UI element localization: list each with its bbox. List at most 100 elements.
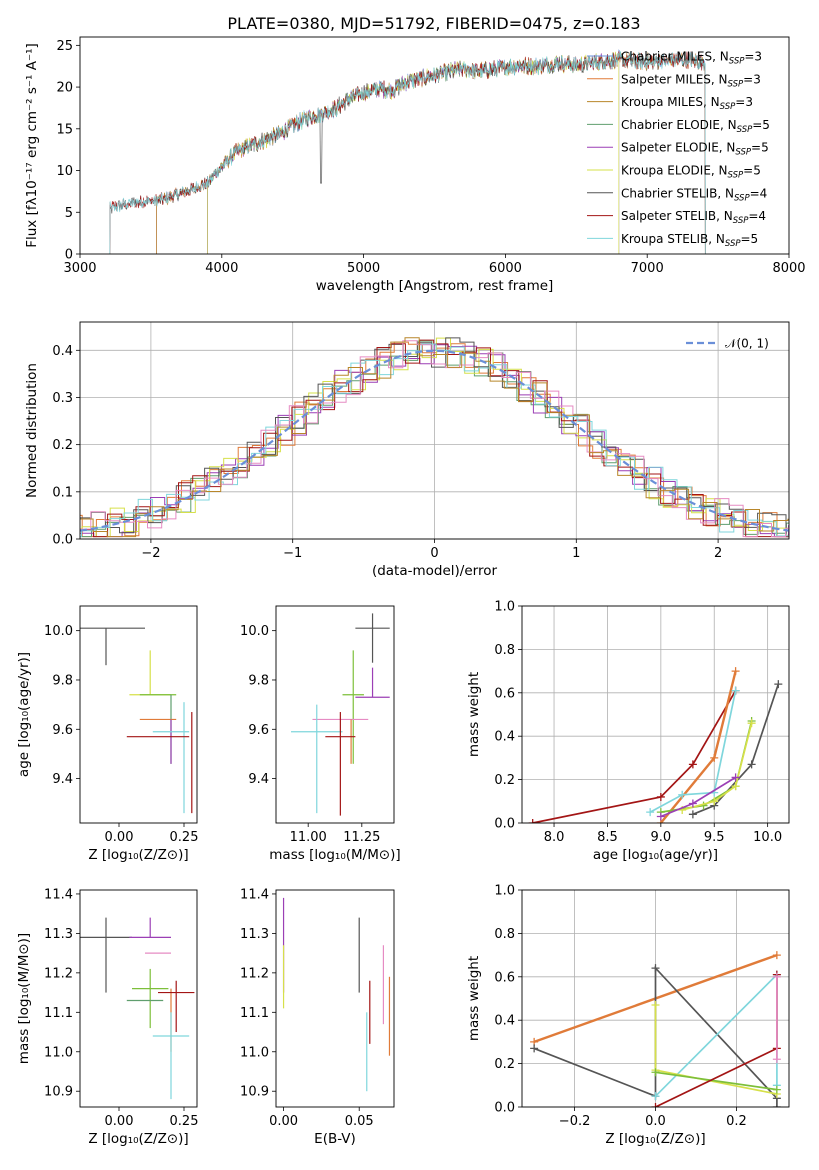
- x-tick-label: 1: [572, 546, 580, 561]
- error-bars: [80, 627, 193, 814]
- grid-lines: [522, 605, 789, 824]
- legend-text: Kroupa MILES, N: [621, 95, 720, 109]
- y-tick-label: 11.2: [44, 966, 73, 981]
- legend-entry: Salpeter ELODIE, NSSP=5: [621, 141, 769, 158]
- mass-z-panel: 0.00 0.25 10.9 11.0 11.1 11.2 11.3 11.4 Z [log₁₀…: [16, 887, 198, 1147]
- legend-text: Salpeter STELIB, N: [621, 209, 733, 223]
- x-tick-label: −0.2: [559, 1114, 591, 1129]
- y-tick-label: 0.8: [494, 643, 515, 658]
- y-tick-label: 0.0: [494, 1101, 515, 1116]
- axes-frame: [79, 889, 198, 1108]
- legend-entry: Salpeter STELIB, NSSP=4: [621, 209, 766, 226]
- weight-marker: [528, 819, 537, 823]
- weight-series-line: [649, 690, 737, 813]
- error-bars: [80, 917, 195, 1100]
- y-tick-label: 11.0: [44, 1045, 73, 1060]
- y-tick-label: 1.0: [494, 884, 515, 899]
- weight-series-line: [681, 722, 753, 811]
- y-tick-label: 15: [56, 122, 73, 137]
- y-tick-label: 1.0: [494, 600, 515, 615]
- error-bar-point: [129, 917, 171, 938]
- weight-marker: [530, 1044, 539, 1053]
- x-tick-label: 0.05: [345, 1114, 374, 1129]
- y-tick-label: 25: [56, 39, 73, 54]
- x-axis-label: (data-model)/error: [372, 563, 498, 579]
- error-bar-point: [291, 704, 343, 814]
- y-tick-label: 0.4: [494, 1014, 515, 1029]
- y-tick-label: 5: [65, 206, 73, 221]
- legend-entry: Salpeter MILES, NSSP=3: [621, 72, 761, 89]
- axes-frame: [79, 605, 198, 824]
- histogram-step: [80, 343, 789, 538]
- residual-panel: −2 −1 0 1 2 0.0 0.1 0.2 0.3 0.4 (data-model)/error…: [24, 321, 790, 579]
- x-axis-label: wavelength [Angstrom, rest frame]: [316, 278, 554, 294]
- y-tick-label: 0.6: [494, 970, 515, 985]
- legend-subscript: SSP: [729, 57, 745, 67]
- error-bar-point: [342, 650, 364, 764]
- y-tick-label: 0.2: [494, 773, 515, 788]
- y-tick-label: 0.2: [52, 438, 73, 453]
- legend-subscript: SSP: [734, 193, 750, 203]
- x-tick-label: 0.25: [170, 830, 199, 845]
- x-tick-label: 9.0: [650, 830, 671, 845]
- weight-marker: [772, 951, 781, 960]
- y-tick-label: 0.6: [494, 686, 515, 701]
- y-tick-label: 11.1: [44, 1006, 73, 1021]
- weight-marker: [688, 760, 697, 769]
- y-tick-label: 10.0: [44, 624, 73, 639]
- y-tick-label: 20: [56, 81, 73, 96]
- weight-marker: [651, 1103, 660, 1107]
- axes-frame: [79, 36, 790, 255]
- y-tick-label: 10.0: [240, 624, 269, 639]
- legend-text: =3: [735, 95, 753, 109]
- y-tick-label: 10.9: [240, 1085, 269, 1100]
- mass-ebv-panel: 0.00 0.05 10.9 11.0 11.1 11.2 11.3 11.4 E(B-V): [240, 887, 395, 1147]
- y-axis-label: Flux [fλ10⁻¹⁷ erg cm⁻² s⁻¹ A⁻¹]: [24, 43, 40, 248]
- error-bars: [282, 897, 391, 1092]
- histogram-step: [80, 339, 789, 538]
- legend-text: Kroupa ELODIE, N: [621, 164, 728, 178]
- weight-marker: [656, 792, 665, 801]
- weight-age-panel: 8.0 8.5 9.0 9.5 10.0 0.0 0.2 0.4 0.6 0.8 1.0 age [l…: [466, 600, 790, 863]
- weight-marker: [772, 1103, 781, 1107]
- legend-text: =5: [741, 232, 759, 246]
- legend-text: =4: [750, 186, 768, 200]
- x-tick-label: 11.00: [290, 830, 327, 845]
- y-tick-label: 0.1: [52, 485, 73, 500]
- x-tick-label: −1: [283, 546, 302, 561]
- weight-marker: [688, 810, 697, 819]
- x-tick-label: 0.25: [170, 1114, 199, 1129]
- weight-marker: [710, 797, 719, 806]
- legend-text: Salpeter ELODIE, N: [621, 141, 735, 155]
- legend-entry: 𝒩(0, 1): [725, 337, 769, 351]
- error-bar-point: [325, 712, 356, 816]
- legend-entry: Kroupa MILES, NSSP=3: [621, 95, 753, 112]
- axes-frame: [521, 605, 790, 824]
- error-bar-point: [132, 968, 169, 1029]
- y-tick-label: 9.8: [248, 673, 269, 688]
- weight-marker: [678, 790, 687, 799]
- x-tick-label: 8.0: [544, 830, 565, 845]
- weight-series-line: [532, 690, 737, 823]
- age-z-panel: 0.00 0.25 9.4 9.6 9.8 10.0 Z [log₁₀(Z/Z⊙)] age …: [16, 605, 199, 863]
- x-tick-label: 0.00: [269, 1114, 298, 1129]
- ticks: −0.2 0.0 0.2 0.0 0.2 0.4 0.6 0.8 1.0: [494, 884, 746, 1130]
- x-tick-label: 7000: [631, 261, 664, 276]
- weight-marker: [772, 1085, 781, 1094]
- y-tick-label: 0.4: [494, 730, 515, 745]
- x-tick-label: 2: [714, 546, 722, 561]
- y-tick-label: 11.4: [44, 887, 73, 902]
- error-bar-point: [355, 613, 390, 663]
- weight-series-line: [655, 1071, 778, 1091]
- axes-frame: [275, 889, 395, 1108]
- legend-subscript: SSP: [737, 125, 753, 135]
- histogram-step: [80, 337, 789, 538]
- legend-text: =3: [743, 72, 761, 86]
- spectrum-panel: 3000 4000 5000 6000 7000 8000 0 5 10 15 20 25 wavele…: [24, 36, 806, 294]
- legend-text: Chabrier STELIB, N: [621, 186, 734, 200]
- x-axis-label: Z [log₁₀(Z/Z⊙)]: [88, 1131, 188, 1147]
- weight-marker: [731, 782, 740, 791]
- y-tick-label: 11.0: [240, 1045, 269, 1060]
- y-tick-label: 10.9: [44, 1085, 73, 1100]
